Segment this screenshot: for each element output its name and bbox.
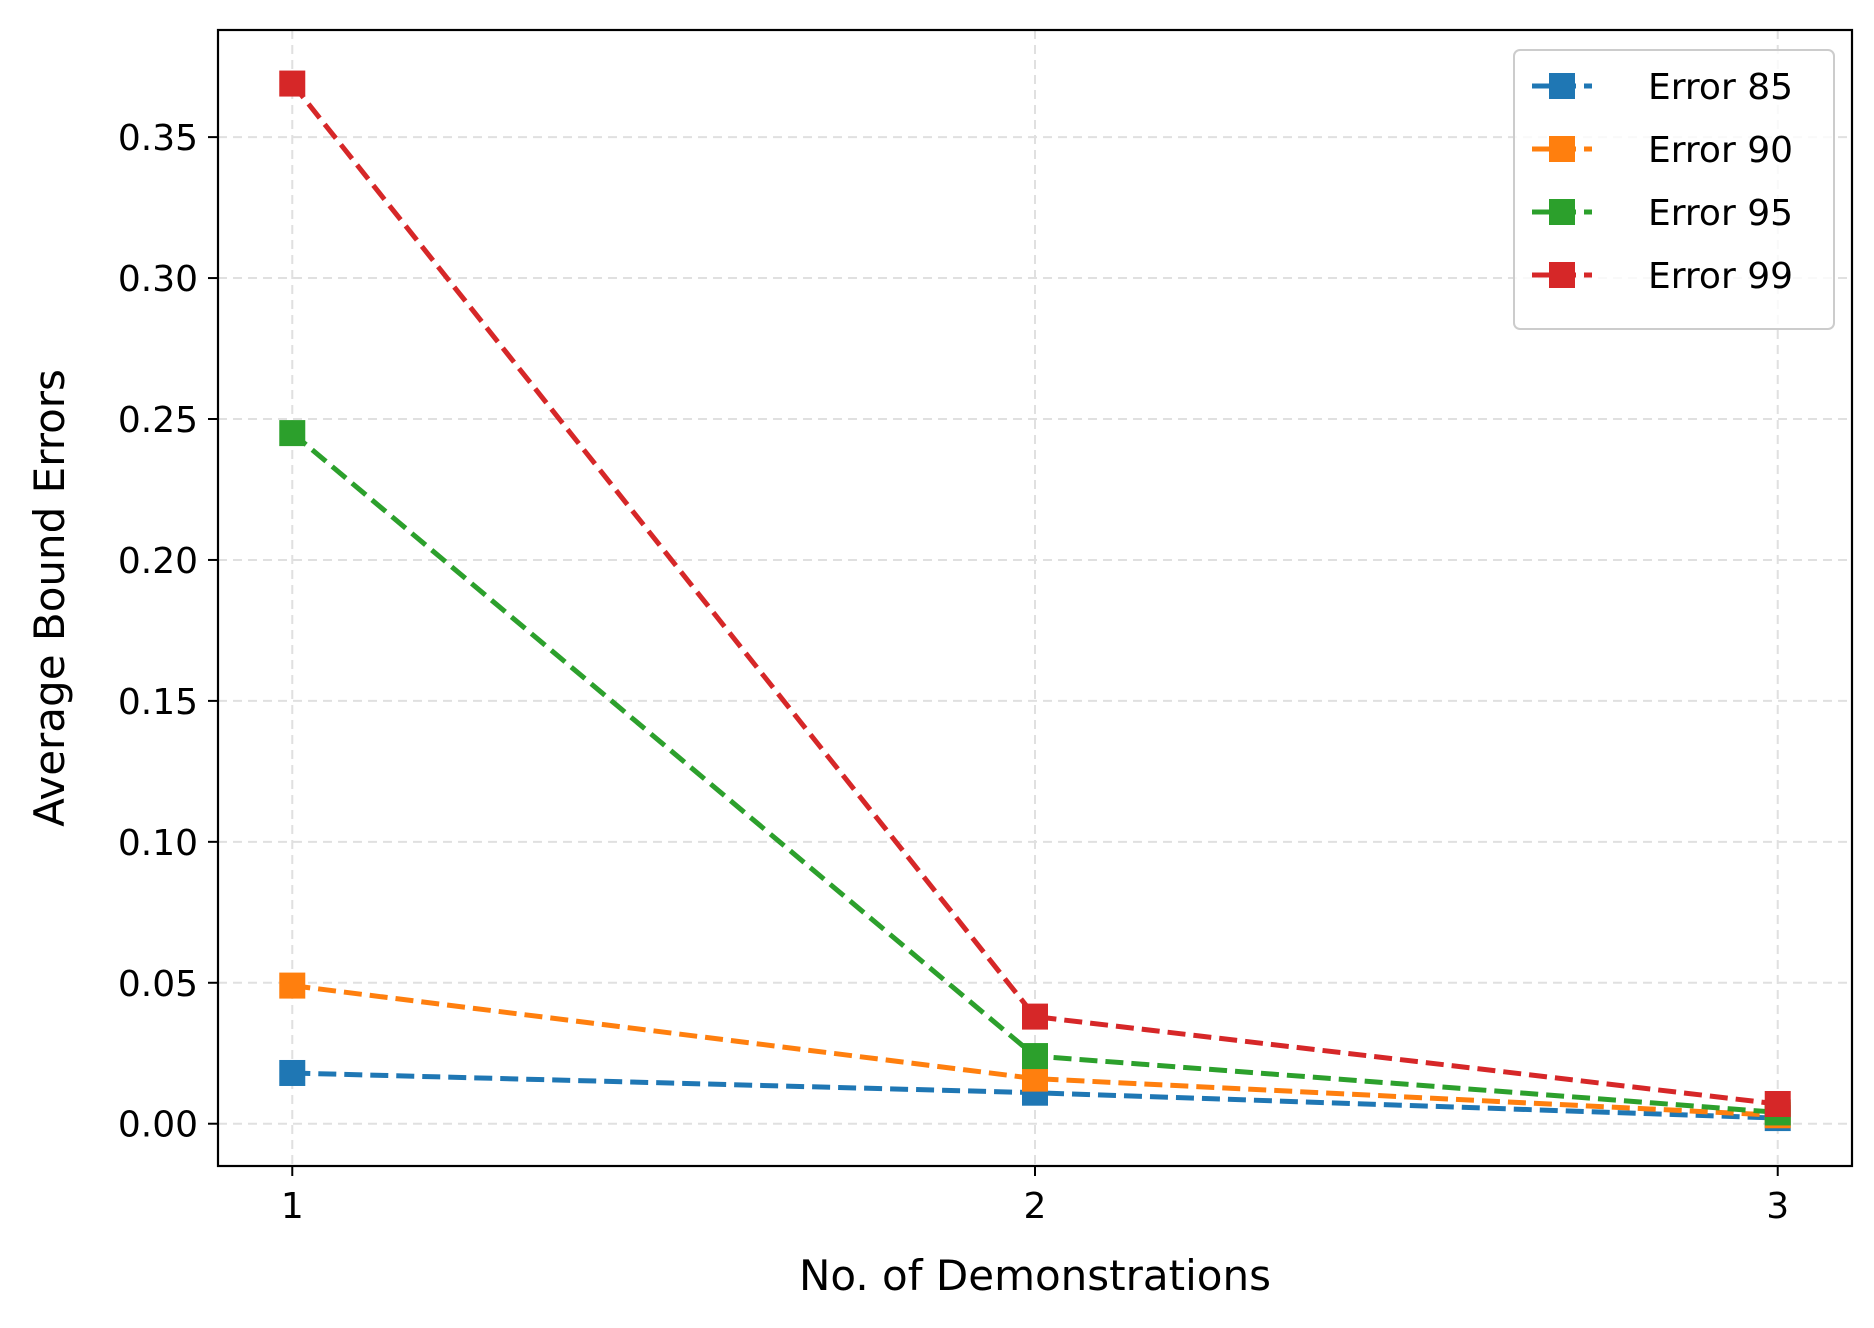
legend-label: Error 95 [1648,193,1793,234]
data-point-marker [1022,1003,1048,1030]
y-tick-label: 0.20 [118,541,198,582]
legend-swatch-marker [1549,199,1575,225]
y-tick-label: 0.15 [118,682,198,723]
y-tick-label: 0.25 [118,400,198,441]
series-line [290,82,1778,1107]
legend-label: Error 85 [1648,67,1793,108]
legend-item: Error 85 [1532,67,1793,108]
legend-swatch-marker [1549,262,1575,288]
y-tick-label: 0.35 [118,118,198,159]
y-axis-label: Average Bound Errors [25,369,74,827]
legend: Error 85 Error 90 Error 95 Error 99 [1513,49,1835,330]
y-tick-label: 0.05 [118,964,198,1005]
x-tick-label: 1 [281,1186,304,1227]
y-tick-label: 0.30 [118,259,198,300]
data-point-marker [279,420,306,447]
legend-swatch-marker [1549,73,1575,99]
series-group [279,70,1791,1132]
data-point-marker [279,972,306,999]
x-tick-label: 2 [1024,1186,1047,1227]
data-point-marker [1022,1065,1048,1092]
data-point-marker [1022,1043,1048,1070]
x-axis-label: No. of Demonstrations [799,1251,1271,1300]
legend-box [1513,49,1835,330]
x-tick-label: 3 [1766,1186,1789,1227]
y-tick-label: 0.00 [118,1105,198,1146]
data-point-marker [279,70,306,97]
legend-item: Error 90 [1532,130,1793,171]
y-tick-label: 0.10 [118,823,198,864]
legend-item: Error 99 [1532,256,1793,297]
series-line [291,983,1778,1118]
axes: 0.00 0.05 0.10 0.15 0.20 0.25 0.30 0.35 1 2 3 [118,118,1789,1227]
series-error-99 [279,70,1791,1117]
legend-item: Error 95 [1532,193,1793,234]
data-point-marker [1764,1090,1791,1117]
data-point-marker [279,1059,306,1086]
legend-swatch-marker [1549,136,1575,162]
legend-label: Error 90 [1648,130,1793,171]
legend-label: Error 99 [1648,256,1793,297]
